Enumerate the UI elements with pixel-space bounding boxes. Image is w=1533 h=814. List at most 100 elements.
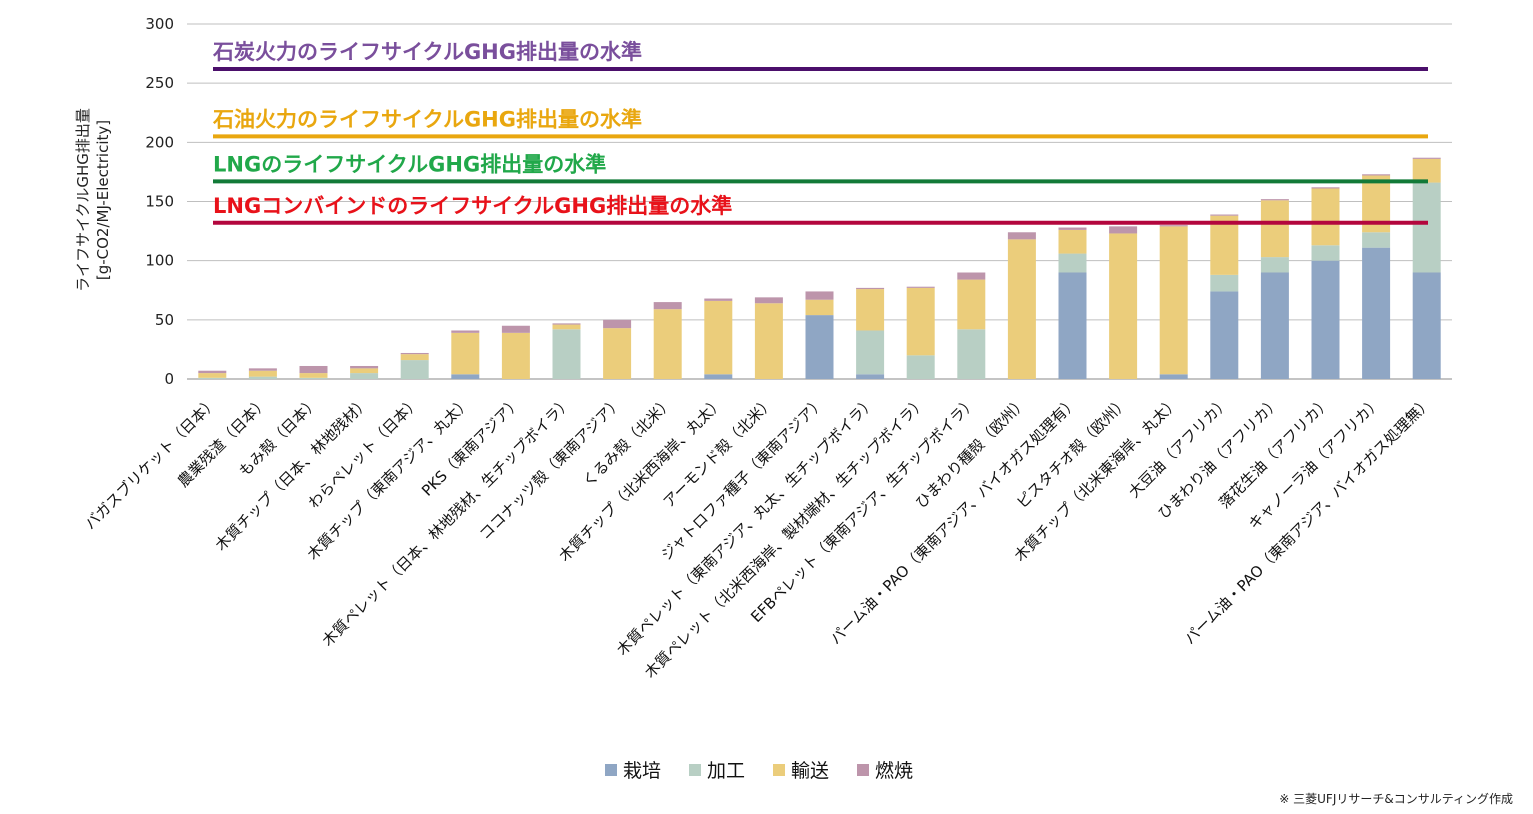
- bar-segment-燃焼: [1058, 227, 1087, 230]
- bar-segment-輸送: [451, 332, 480, 375]
- bar-segment-輸送: [603, 328, 632, 379]
- x-tick-label: くるみ殻（北米）: [579, 393, 676, 490]
- bar-segment-燃焼: [198, 370, 227, 374]
- reference-lines: 石炭火力のライフサイクルGHG排出量の水準石油火力のライフサイクルGHG排出量の…: [212, 40, 1428, 225]
- bar-segment-加工: [906, 355, 935, 379]
- bar-segment-加工: [856, 330, 885, 375]
- bar-segment-輸送: [906, 287, 935, 356]
- bar-segment-加工: [299, 377, 328, 379]
- bar-segment-栽培: [1058, 272, 1087, 379]
- bar-segment-栽培: [1412, 272, 1441, 379]
- bar-segment-燃焼: [957, 272, 986, 280]
- reference-line-label: LNGのライフサイクルGHG排出量の水準: [213, 152, 606, 176]
- bar-segment-輸送: [552, 324, 581, 330]
- reference-line-label: 石炭火力のライフサイクルGHG排出量の水準: [212, 40, 642, 64]
- bar-segment-燃焼: [400, 352, 429, 355]
- bar-segment-燃焼: [1007, 232, 1036, 240]
- credit-note: ※ 三菱UFJリサーチ&コンサルティング作成: [1279, 792, 1513, 806]
- legend: 栽培 加工 輸送 燃焼: [605, 760, 913, 782]
- bar-segment-燃焼: [1109, 226, 1138, 234]
- y-tick-label: 50: [155, 311, 174, 329]
- bar-segment-加工: [1058, 253, 1087, 273]
- bar-segment-燃焼: [1159, 225, 1188, 227]
- bar-segment-栽培: [1260, 272, 1289, 379]
- bar-segment-燃焼: [704, 298, 733, 301]
- bar-segment-輸送: [400, 354, 429, 361]
- bar-segment-輸送: [198, 373, 227, 378]
- bars: [198, 157, 1441, 379]
- y-tick-label: 200: [145, 133, 174, 151]
- legend-entry: 輸送: [791, 760, 829, 782]
- y-axis-label-line2: [g-CO2/MJ-Electricity]: [94, 120, 112, 280]
- reference-line-label: LNGコンバインドのライフサイクルGHG排出量の水準: [213, 194, 732, 218]
- bar-segment-燃焼: [501, 325, 530, 333]
- bar-segment-燃焼: [350, 365, 379, 369]
- bar-segment-栽培: [1159, 374, 1188, 379]
- bar-segment-輸送: [1311, 188, 1340, 246]
- y-tick-label: 0: [164, 370, 174, 388]
- bar-segment-燃焼: [552, 323, 581, 325]
- bar-segment-輸送: [1058, 229, 1087, 254]
- bar-segment-燃焼: [1210, 214, 1239, 216]
- x-axis-labels: バガスブリケット（日本）農業残渣（日本）もみ殻（日本）木質チップ（日本、林地残材…: [81, 393, 1435, 682]
- bar-segment-燃焼: [451, 330, 480, 333]
- reference-line-label: 石油火力のライフサイクルGHG排出量の水準: [212, 107, 642, 131]
- bar-segment-栽培: [856, 374, 885, 379]
- bar-segment-燃焼: [856, 287, 885, 290]
- bar-segment-栽培: [451, 374, 480, 379]
- bar-segment-栽培: [1210, 291, 1239, 379]
- bar-segment-加工: [1260, 257, 1289, 273]
- bar-segment-燃焼: [299, 365, 328, 374]
- bar-segment-輸送: [805, 299, 834, 316]
- bar-segment-加工: [1362, 232, 1391, 248]
- x-tick-label: 農業残渣（日本）: [174, 393, 272, 491]
- bar-segment-燃焼: [1311, 187, 1340, 189]
- bar-segment-輸送: [1260, 200, 1289, 258]
- bar-segment-燃焼: [603, 319, 632, 329]
- legend-entry: 栽培: [623, 760, 661, 782]
- bar-segment-栽培: [1311, 260, 1340, 379]
- bar-segment-加工: [248, 376, 277, 379]
- bar-segment-燃焼: [906, 286, 935, 288]
- grid-lines: [187, 23, 1452, 380]
- bar-segment-輸送: [1210, 215, 1239, 275]
- bar-segment-輸送: [299, 373, 328, 378]
- bar-segment-輸送: [653, 309, 682, 379]
- y-tick-label: 150: [145, 193, 174, 211]
- legend-swatch: [773, 764, 785, 776]
- bar-segment-輸送: [704, 300, 733, 375]
- y-axis-label-line1: ライフサイクルGHG排出量: [74, 108, 92, 292]
- bar-segment-輸送: [350, 368, 379, 374]
- bar-segment-輸送: [957, 279, 986, 330]
- bar-segment-輸送: [501, 332, 530, 379]
- legend-swatch: [605, 764, 617, 776]
- legend-swatch: [857, 764, 869, 776]
- bar-segment-燃焼: [1362, 174, 1391, 176]
- bar-segment-加工: [1412, 182, 1441, 273]
- legend-entry: 加工: [707, 760, 745, 782]
- y-tick-label: 250: [145, 74, 174, 92]
- bar-segment-輸送: [248, 370, 277, 377]
- bar-segment-加工: [1311, 245, 1340, 261]
- bar-segment-輸送: [1007, 239, 1036, 379]
- bar-segment-燃焼: [1260, 199, 1289, 201]
- bar-segment-加工: [350, 373, 379, 379]
- bar-segment-燃焼: [1412, 157, 1441, 159]
- y-axis-ticks: 0 50 100 150 200 250 300: [145, 15, 174, 388]
- bar-segment-輸送: [1159, 226, 1188, 375]
- legend-swatch: [689, 764, 701, 776]
- bar-segment-加工: [552, 329, 581, 379]
- bar-segment-燃焼: [805, 291, 834, 300]
- y-tick-label: 300: [145, 15, 174, 33]
- bar-segment-加工: [1210, 274, 1239, 292]
- legend-entry: 燃焼: [875, 760, 913, 782]
- bar-segment-輸送: [1412, 158, 1441, 183]
- bar-segment-燃焼: [248, 368, 277, 371]
- bar-segment-加工: [198, 377, 227, 379]
- bar-segment-栽培: [704, 374, 733, 379]
- bar-segment-輸送: [1109, 233, 1138, 379]
- y-axis-label: ライフサイクルGHG排出量 [g-CO2/MJ-Electricity]: [74, 108, 112, 292]
- bar-segment-栽培: [1362, 247, 1391, 379]
- bar-segment-加工: [957, 329, 986, 379]
